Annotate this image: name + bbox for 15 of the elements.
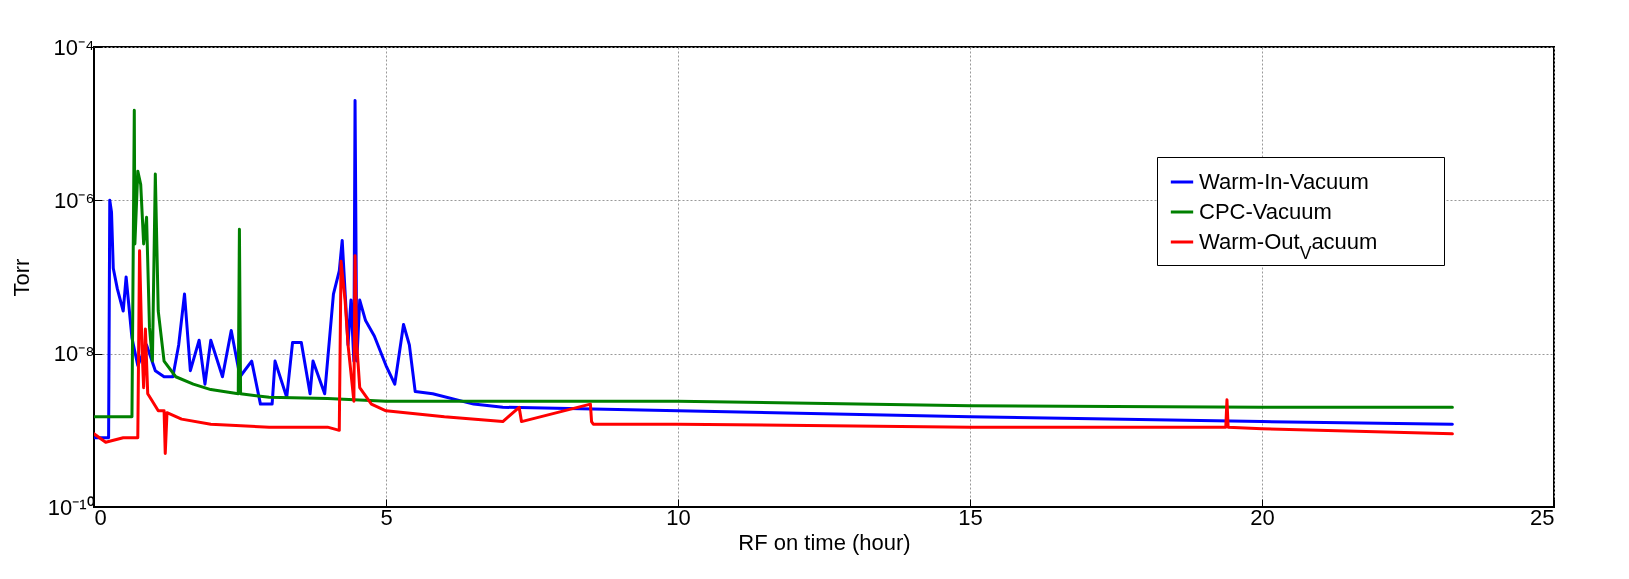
x-tick-label: 20 (1250, 504, 1275, 530)
x-axis-title: RF on time (hour) (738, 529, 911, 555)
x-tick-label: 0 (94, 504, 107, 530)
x-tick-label: 5 (380, 504, 393, 530)
y-tick-label: 10⁻⁴ (53, 34, 95, 60)
x-tick-label: 15 (958, 504, 983, 530)
legend-label: Warm-In-Vacuum (1199, 169, 1369, 194)
y-tick-label: 10⁻⁶ (53, 187, 95, 213)
legend-label: Warm-Out$_{V}$acuum (1199, 229, 1378, 263)
x-tick-label: 25 (1530, 504, 1555, 530)
y-tick-label: 10⁻¹⁰ (47, 494, 95, 520)
y-axis-title: Torr (8, 258, 34, 297)
x-tick-label: 10 (666, 504, 691, 530)
y-tick-label: 10⁻⁸ (53, 341, 95, 367)
legend-label: CPC-Vacuum (1199, 199, 1332, 224)
